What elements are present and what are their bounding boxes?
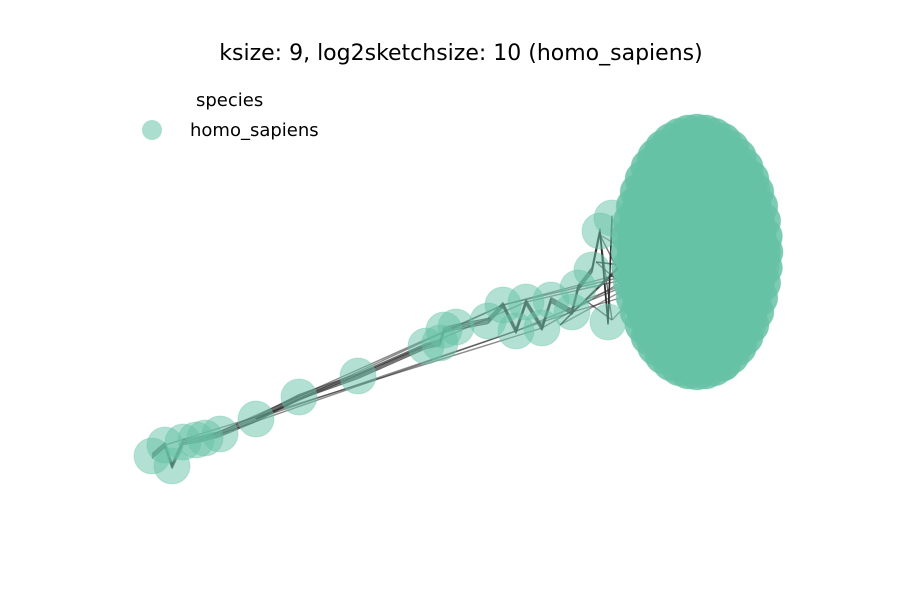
graph-node — [660, 135, 698, 173]
legend-label: homo_sapiens — [190, 120, 319, 141]
figure-title: ksize: 9, log2sketchsize: 10 (homo_sapie… — [219, 41, 702, 66]
graph-node — [675, 290, 713, 328]
legend-marker — [142, 120, 162, 140]
graph-node — [437, 308, 475, 346]
graph-node — [201, 415, 239, 453]
graph-node — [702, 193, 740, 231]
graph-node — [628, 258, 666, 296]
legend-title: species — [196, 90, 263, 111]
graph-node — [691, 322, 729, 360]
graph-node — [237, 400, 275, 438]
graph-node — [727, 156, 765, 194]
graph-node — [666, 233, 704, 271]
graph-node — [633, 315, 671, 353]
graph-node — [734, 268, 772, 306]
graph-node — [696, 123, 734, 161]
graph-node — [627, 193, 665, 231]
graph-node — [280, 378, 318, 416]
graph-node — [665, 178, 703, 216]
graph-node — [728, 308, 766, 346]
graph-node — [339, 357, 377, 395]
graph-node — [573, 251, 611, 289]
graph-nodes — [133, 113, 784, 485]
legend: species homo_sapiens — [142, 90, 319, 141]
